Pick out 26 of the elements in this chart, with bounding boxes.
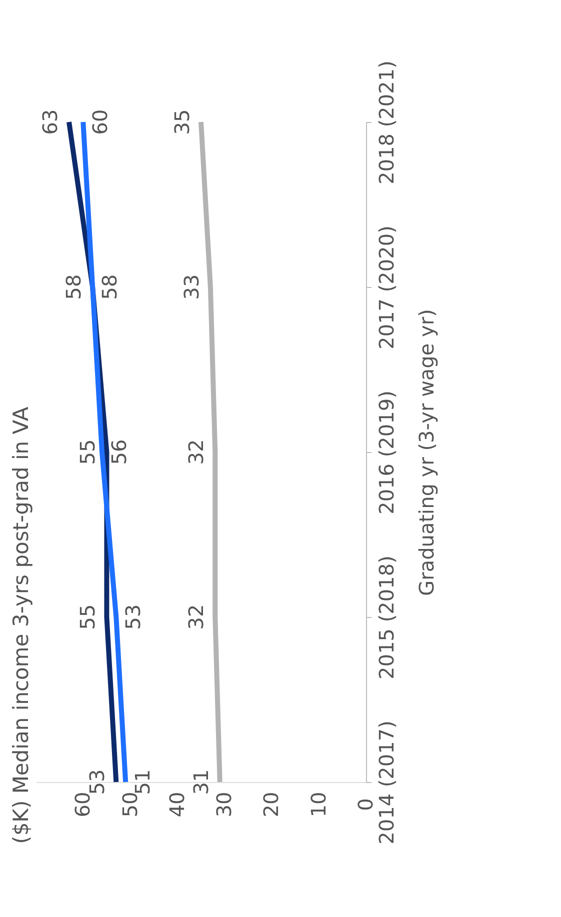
data-label: 32 [184,604,208,630]
data-label: 55 [76,439,100,465]
y-tick-label: 2015 (2018) [374,556,398,680]
data-label: 58 [62,274,86,300]
data-label: 60 [88,109,112,135]
x-tick-label: 30 [212,792,236,818]
data-label: 35 [170,109,194,135]
y-tick-label: 2018 (2021) [374,60,398,184]
x-tick-label: 10 [306,792,330,818]
x-tick-label: 50 [118,792,142,818]
data-label: 55 [76,604,100,630]
y-tick-label: 2014 (2017) [374,720,398,844]
y-axis-title: Graduating yr (3-yr wage yr) [414,309,438,596]
text: ($K) Median income 3-yrs post-grad in VA [9,406,33,844]
data-label: 63 [38,109,62,135]
y-tick-label: 2017 (2020) [374,226,398,350]
x-tick-label: 0 [354,798,378,811]
x-tick-label: 40 [164,792,189,818]
data-label: 33 [179,274,204,300]
x-tick-label: 20 [259,792,284,818]
data-label: 53 [121,604,146,630]
data-label: 31 [188,769,213,795]
data-label: 32 [184,439,208,465]
data-label: 58 [98,274,122,300]
data-label: 56 [107,439,131,465]
y-tick-label: 2016 (2019) [374,390,398,514]
